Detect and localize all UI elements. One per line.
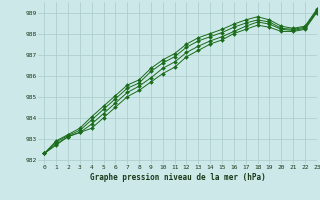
X-axis label: Graphe pression niveau de la mer (hPa): Graphe pression niveau de la mer (hPa) [90, 173, 266, 182]
